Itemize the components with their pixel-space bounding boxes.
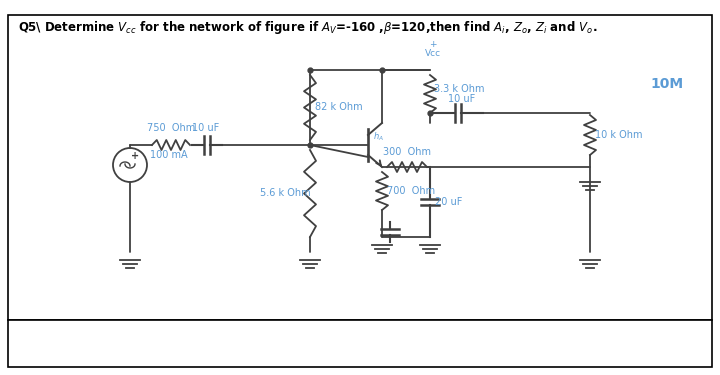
- Text: 10 uF: 10 uF: [192, 123, 220, 133]
- Text: 750  Ohm: 750 Ohm: [147, 123, 195, 133]
- Text: 10 uF: 10 uF: [448, 94, 475, 104]
- Text: $h_A$: $h_A$: [373, 130, 384, 143]
- Bar: [8, 15, 712, 320]
- Text: 300  Ohm: 300 Ohm: [383, 147, 431, 157]
- Text: +
Vcc: + Vcc: [425, 40, 441, 58]
- Text: 700  Ohm: 700 Ohm: [387, 186, 435, 196]
- Text: +: +: [131, 151, 139, 161]
- Text: Q5\ Determine $V_{cc}$ for the network of figure if $A_V$=-160 ,$\beta$=120,then: Q5\ Determine $V_{cc}$ for the network o…: [18, 18, 598, 36]
- Text: 82 k Ohm: 82 k Ohm: [315, 102, 363, 112]
- Text: 10 k Ohm: 10 k Ohm: [595, 130, 642, 140]
- Text: 3.3 k Ohm: 3.3 k Ohm: [434, 84, 485, 94]
- Text: 100 mA: 100 mA: [150, 150, 188, 160]
- Bar: [8, 320, 712, 367]
- Text: 5.6 k Ohm: 5.6 k Ohm: [260, 189, 310, 198]
- Text: 20 uF: 20 uF: [435, 197, 462, 207]
- Text: 10M: 10M: [650, 77, 683, 91]
